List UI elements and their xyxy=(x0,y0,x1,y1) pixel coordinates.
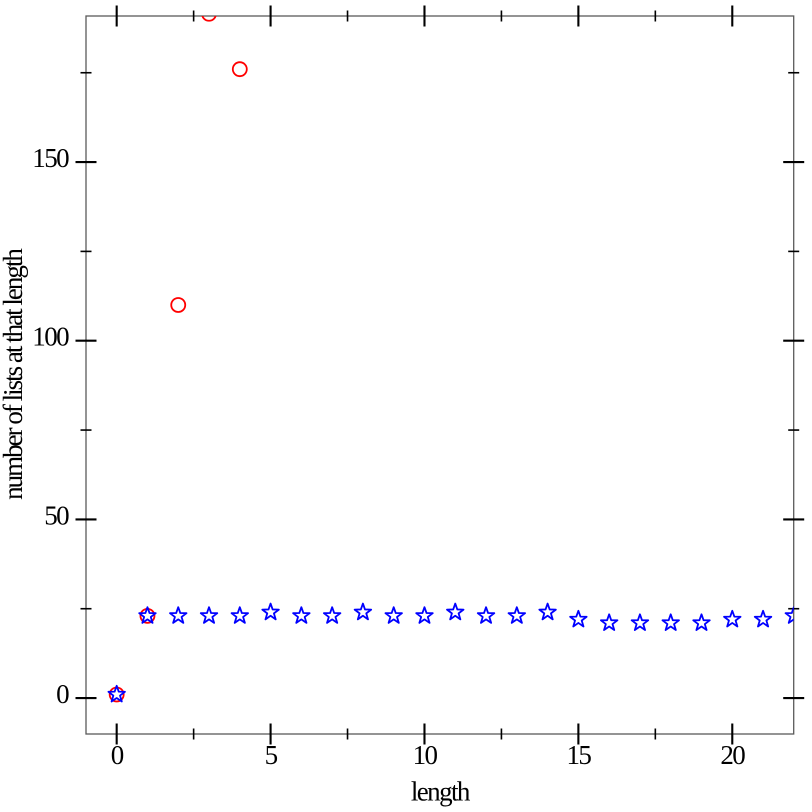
svg-text:150: 150 xyxy=(32,143,69,173)
svg-text:0: 0 xyxy=(111,740,124,770)
svg-text:10: 10 xyxy=(413,740,438,770)
svg-text:50: 50 xyxy=(44,500,69,530)
svg-text:20: 20 xyxy=(720,740,745,770)
svg-text:5: 5 xyxy=(265,740,278,770)
svg-text:100: 100 xyxy=(32,322,69,352)
svg-text:15: 15 xyxy=(566,740,591,770)
svg-text:length: length xyxy=(411,777,471,807)
svg-text:number of lists at that length: number of lists at that length xyxy=(0,248,28,500)
svg-text:0: 0 xyxy=(56,679,69,709)
